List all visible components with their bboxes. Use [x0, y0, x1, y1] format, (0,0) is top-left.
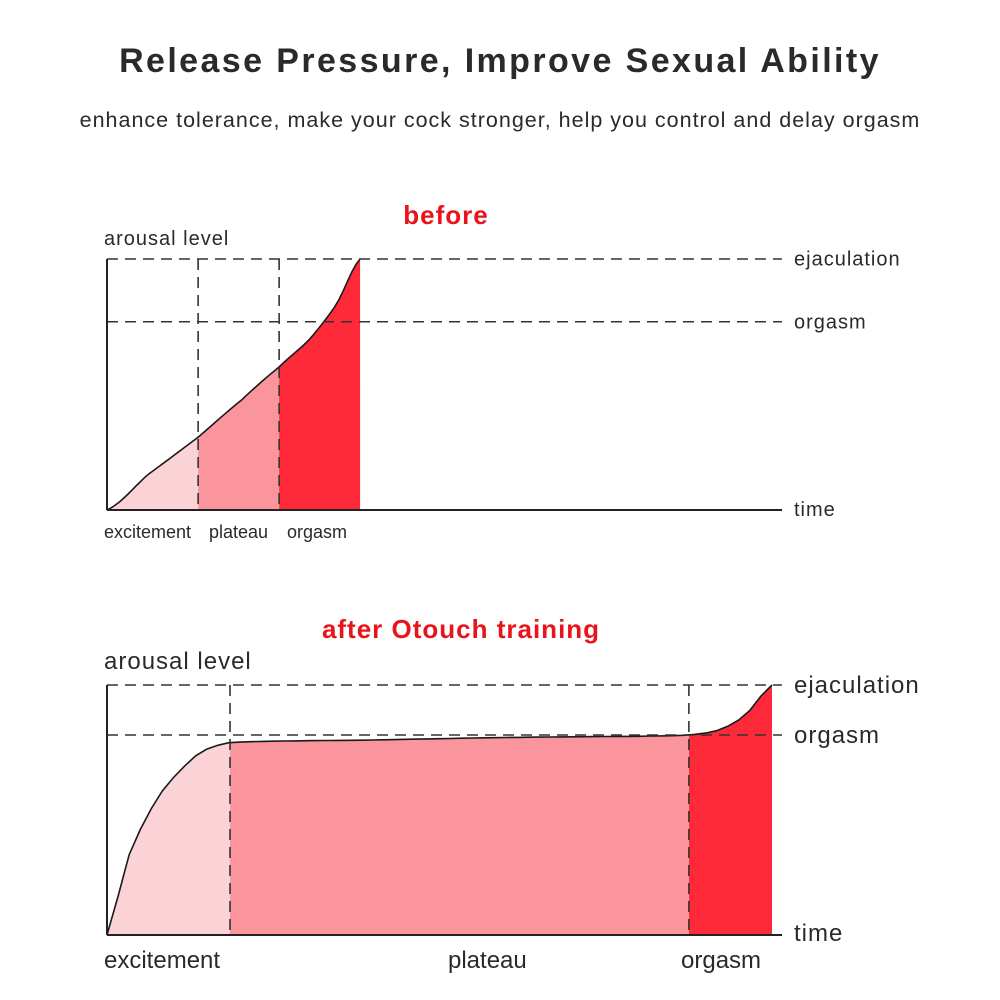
ref-label-orgasm: orgasm	[794, 722, 880, 749]
phase-area-excitement	[107, 437, 199, 510]
phase-area-excitement	[107, 742, 231, 935]
arousal-curve	[106, 684, 773, 936]
chart-after: ejaculation orgasm after Otouch training ar…	[104, 614, 920, 974]
y-axis-label: arousal level	[104, 228, 229, 250]
ref-label-orgasm: orgasm	[794, 311, 867, 333]
chart-before: ejaculation orgasm before arousal level time…	[104, 200, 901, 542]
phase-label-excitement: excitement	[104, 522, 191, 542]
chart-title: before	[403, 200, 488, 230]
phase-label-excitement: excitement	[104, 947, 220, 974]
y-axis-label: arousal level	[104, 648, 252, 675]
x-axis-label: time	[794, 920, 843, 947]
phase-label-plateau: plateau	[209, 522, 268, 542]
phase-label-orgasm: orgasm	[287, 522, 347, 542]
x-axis-label: time	[794, 499, 836, 521]
ref-label-ejaculation: ejaculation	[794, 672, 920, 699]
page-title: Release Pressure, Improve Sexual Ability	[119, 42, 881, 80]
phase-area-orgasm	[688, 685, 772, 935]
phase-area-plateau	[230, 735, 689, 935]
phase-area-orgasm	[279, 259, 361, 510]
phase-area-plateau	[198, 366, 280, 510]
phase-label-plateau: plateau	[448, 947, 527, 974]
ref-label-ejaculation: ejaculation	[794, 249, 901, 271]
arousal-curve	[106, 258, 361, 511]
page-subtitle: enhance tolerance, make your cock strong…	[79, 108, 921, 132]
chart-title: after Otouch training	[322, 614, 600, 644]
phase-label-orgasm: orgasm	[681, 947, 761, 974]
